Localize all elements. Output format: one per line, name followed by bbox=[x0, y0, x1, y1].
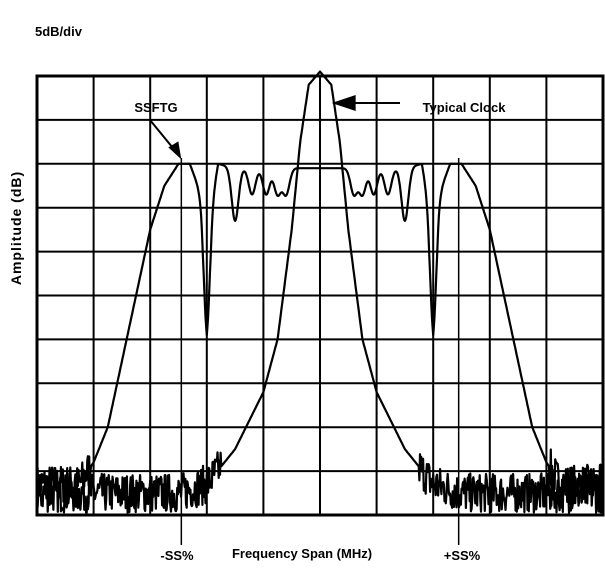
arrowhead-typical-clock bbox=[331, 95, 356, 111]
y-axis-label: Amplitude (dB) bbox=[8, 171, 24, 285]
arrowhead-ssftg bbox=[168, 141, 182, 160]
marker-label-minus: -SS% bbox=[160, 548, 194, 563]
series-line-ssftg bbox=[35, 162, 605, 506]
scale-label: 5dB/div bbox=[35, 24, 83, 39]
plot-grid bbox=[35, 74, 605, 517]
annotation-typical-clock: Typical Clock bbox=[423, 100, 507, 115]
marker-label-plus: +SS% bbox=[444, 548, 481, 563]
annotation-ssftg: SSFTG bbox=[134, 100, 177, 115]
x-axis-label: Frequency Span (MHz) bbox=[232, 546, 372, 561]
series-line-typical-clock bbox=[35, 70, 605, 514]
plot-markers bbox=[149, 95, 460, 545]
plot-traces bbox=[35, 70, 605, 514]
